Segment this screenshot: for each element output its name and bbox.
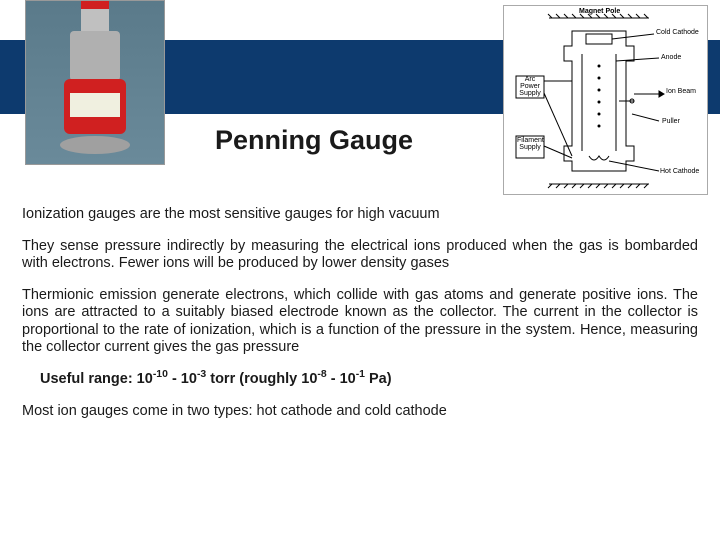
- range-exp1: -10: [153, 369, 168, 380]
- diagram-label-puller: Puller: [662, 118, 680, 125]
- page-title: Penning Gauge: [215, 125, 413, 156]
- paragraph-thermionic: Thermionic emission generate electrons, …: [22, 287, 698, 355]
- range-prefix: Useful range: 10: [40, 371, 153, 387]
- schematic-diagram: Magnet Pole Cold Cathode Anode Arc Power…: [503, 5, 708, 195]
- paragraph-range: Useful range: 10-10 - 10-3 torr (roughly…: [40, 371, 698, 388]
- paragraph-indirect: They sense pressure indirectly by measur…: [22, 238, 698, 272]
- range-exp4: -1: [356, 369, 365, 380]
- diagram-label-hot-cathode: Hot Cathode: [660, 168, 699, 175]
- gauge-photo: [25, 0, 165, 165]
- range-exp2: -3: [197, 369, 206, 380]
- diagram-label-cold-cathode: Cold Cathode: [656, 29, 699, 36]
- gauge-nozzle: [81, 1, 109, 31]
- diagram-label-anode: Anode: [661, 54, 681, 61]
- diagram-label-filament: Filament Supply: [517, 137, 543, 151]
- gauge-body: [70, 31, 120, 81]
- diagram-label-magnet: Magnet Pole: [579, 8, 620, 15]
- diagram-label-ion-beam: Ion Beam: [666, 88, 696, 95]
- gauge-label: [70, 93, 120, 117]
- range-mid3: - 10: [327, 371, 356, 387]
- diagram-label-arc-supply: Arc Power Supply: [518, 76, 542, 97]
- paragraph-intro: Ionization gauges are the most sensitive…: [22, 206, 698, 223]
- range-mid1: - 10: [168, 371, 197, 387]
- range-exp3: -8: [317, 369, 326, 380]
- range-mid2: torr (roughly 10: [206, 371, 317, 387]
- range-suffix: Pa): [365, 371, 392, 387]
- gauge-base: [60, 136, 130, 154]
- body-content: Ionization gauges are the most sensitive…: [22, 206, 698, 420]
- paragraph-types: Most ion gauges come in two types: hot c…: [22, 403, 698, 420]
